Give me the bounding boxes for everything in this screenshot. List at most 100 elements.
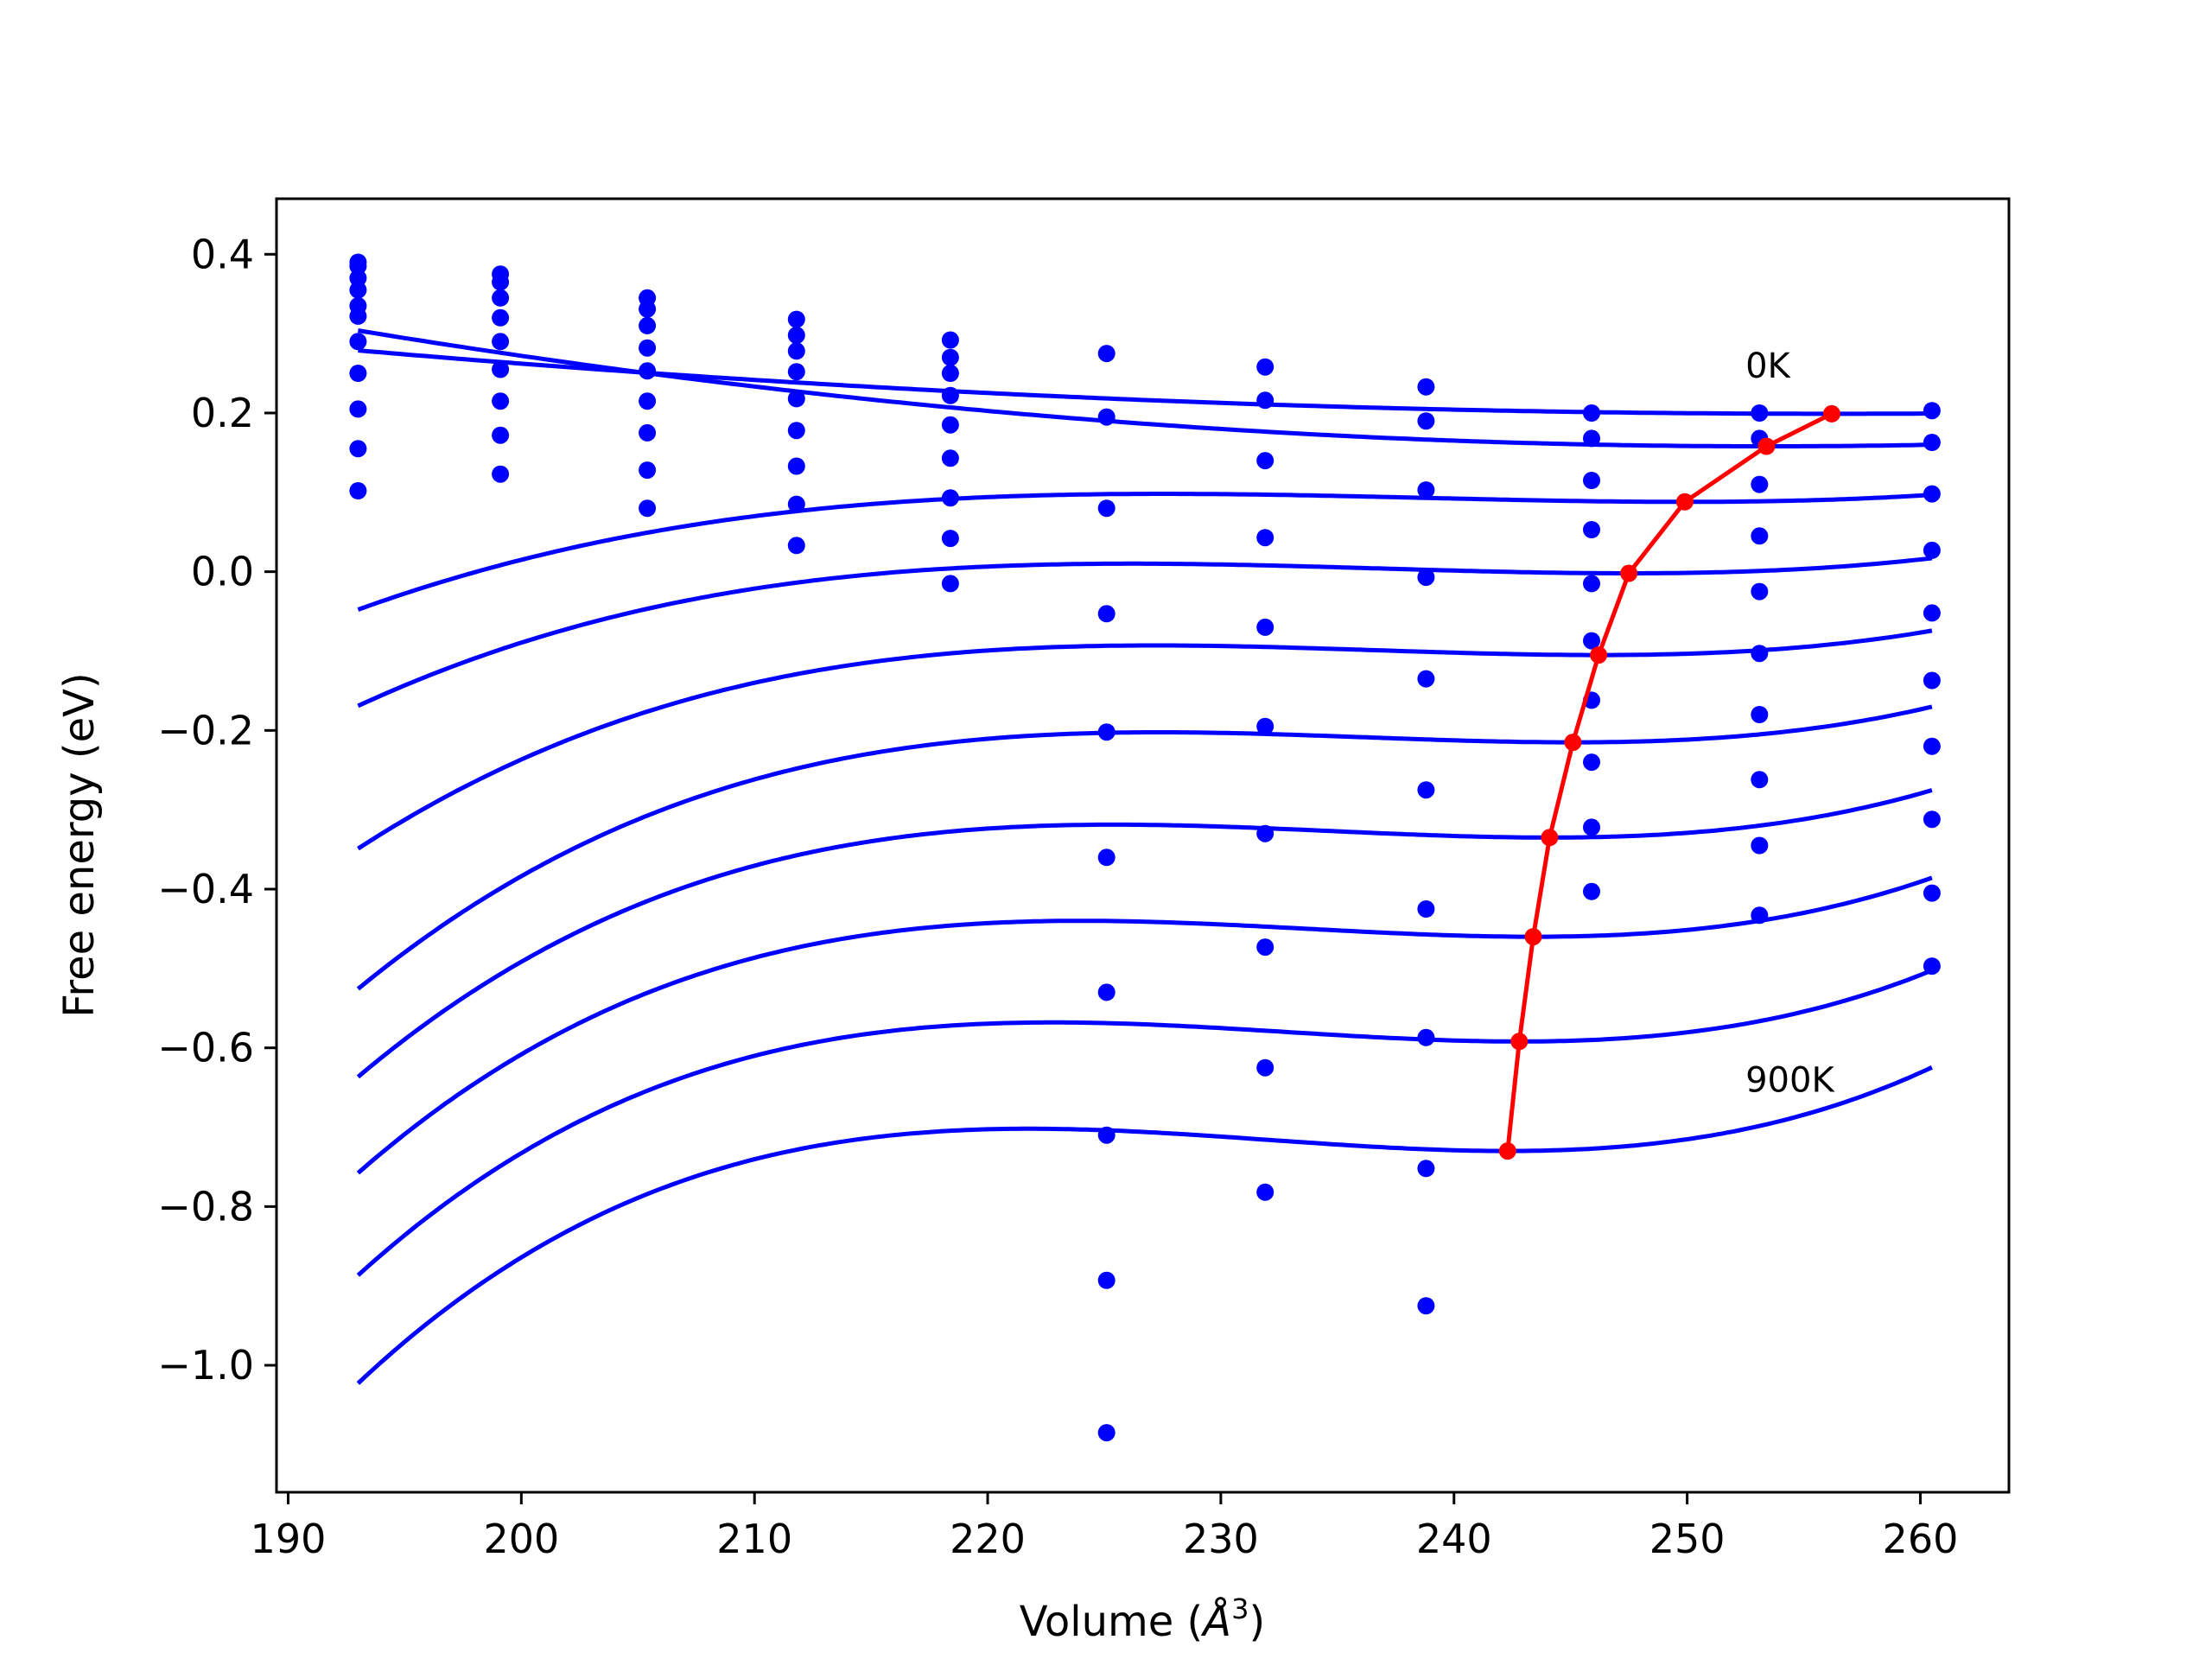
data-point: [1751, 475, 1769, 493]
data-point: [349, 365, 367, 382]
x-tick-label: 230: [1183, 1516, 1259, 1562]
data-point: [1417, 1028, 1435, 1046]
data-point: [941, 530, 959, 548]
data-point: [787, 342, 805, 360]
data-point: [1097, 1271, 1116, 1289]
data-point: [1751, 771, 1769, 789]
minimum-point: [1590, 646, 1608, 664]
data-point: [1923, 541, 1941, 559]
y-tick-label: −0.4: [157, 866, 254, 912]
data-point: [639, 423, 657, 442]
data-point: [492, 289, 510, 307]
minimum-energy-line: [1498, 404, 1840, 1160]
data-point: [492, 465, 510, 483]
data-point: [787, 495, 805, 513]
data-point: [1097, 983, 1116, 1001]
minimum-point: [1524, 928, 1542, 946]
fit-curve-500k: [356, 704, 1933, 991]
data-point: [1417, 1297, 1435, 1315]
minimum-point: [1675, 493, 1694, 511]
minimum-point: [1510, 1033, 1529, 1051]
axes-ticks: 190 200 210 220 230 240 250 260 0.4 0.2 0.0 −0.2 −0.…: [157, 231, 1958, 1562]
data-point: [639, 362, 657, 380]
data-point: [1583, 472, 1600, 489]
y-tick-label: −1.0: [157, 1342, 254, 1389]
fit-curve-400k: [357, 628, 1933, 851]
data-point: [639, 499, 657, 518]
data-point: [349, 281, 367, 299]
data-point: [1097, 408, 1116, 426]
data-point: [1417, 412, 1435, 430]
data-point: [1751, 645, 1769, 663]
x-axis-label-sup: 3: [1231, 1592, 1249, 1625]
data-point: [1751, 527, 1769, 545]
data-point: [349, 400, 367, 418]
data-point: [941, 489, 959, 507]
data-point: [639, 339, 657, 357]
data-point: [1097, 1424, 1116, 1442]
data-point: [1097, 605, 1116, 623]
fit-curve-700k: [356, 875, 1933, 1175]
x-tick-label: 250: [1649, 1516, 1726, 1562]
annotation-900k: 900K: [1745, 1060, 1835, 1100]
data-point: [1923, 604, 1941, 622]
data-point: [1256, 529, 1274, 547]
minimum-line-path: [1505, 411, 1834, 1152]
minimum-point: [1822, 404, 1840, 423]
data-point: [1097, 723, 1116, 741]
data-point: [1256, 391, 1274, 410]
data-point: [1417, 781, 1435, 799]
data-point: [1583, 632, 1600, 650]
data-point: [1583, 404, 1600, 422]
data-point: [1751, 906, 1769, 925]
data-point: [492, 360, 510, 378]
data-point: [1417, 569, 1435, 587]
data-point: [1097, 499, 1116, 518]
data-point: [1583, 429, 1600, 448]
minimum-point: [1620, 564, 1638, 582]
data-point: [787, 310, 805, 328]
y-tick-label: 0.4: [191, 231, 254, 277]
data-point: [1256, 452, 1274, 470]
data-point: [787, 537, 805, 555]
data-point: [1923, 884, 1941, 902]
data-point: [1417, 378, 1435, 396]
x-tick-label: 240: [1416, 1516, 1492, 1562]
data-point: [1417, 1160, 1435, 1178]
fit-curve-800k: [356, 968, 1933, 1277]
data-point: [1583, 575, 1600, 593]
data-point: [1256, 938, 1274, 957]
data-point: [1583, 882, 1600, 900]
plot-frame: [275, 197, 2011, 1494]
fit-curve-100k: [358, 328, 1932, 448]
data-point: [1256, 1058, 1274, 1077]
data-point: [1097, 849, 1116, 867]
data-point: [492, 392, 510, 410]
minimum-point: [1564, 734, 1582, 752]
data-point: [639, 461, 657, 480]
fit-curve-300k: [357, 556, 1933, 709]
x-tick-label: 190: [251, 1516, 327, 1562]
y-tick-label: −0.6: [157, 1025, 254, 1071]
data-point: [1097, 1126, 1116, 1144]
x-axis-label-text: Volume (: [1020, 1598, 1204, 1646]
data-point: [787, 457, 805, 475]
data-point: [1751, 706, 1769, 723]
y-axis-label: Free energy (eV): [55, 672, 104, 1017]
data-point: [941, 331, 959, 349]
data-point: [787, 390, 805, 408]
fit-curve-200k: [357, 492, 1933, 612]
data-point: [787, 327, 805, 344]
data-point: [1923, 671, 1941, 690]
annotation-0k: 0K: [1745, 346, 1791, 386]
data-point: [1923, 737, 1941, 755]
data-point: [941, 416, 959, 434]
data-point: [492, 308, 510, 327]
data-point: [349, 257, 367, 276]
data-point: [492, 426, 510, 444]
minimum-point: [1498, 1142, 1516, 1160]
data-point: [1256, 824, 1274, 842]
y-tick-label: 0.0: [191, 549, 254, 595]
data-point: [639, 392, 657, 410]
data-point: [787, 363, 805, 381]
